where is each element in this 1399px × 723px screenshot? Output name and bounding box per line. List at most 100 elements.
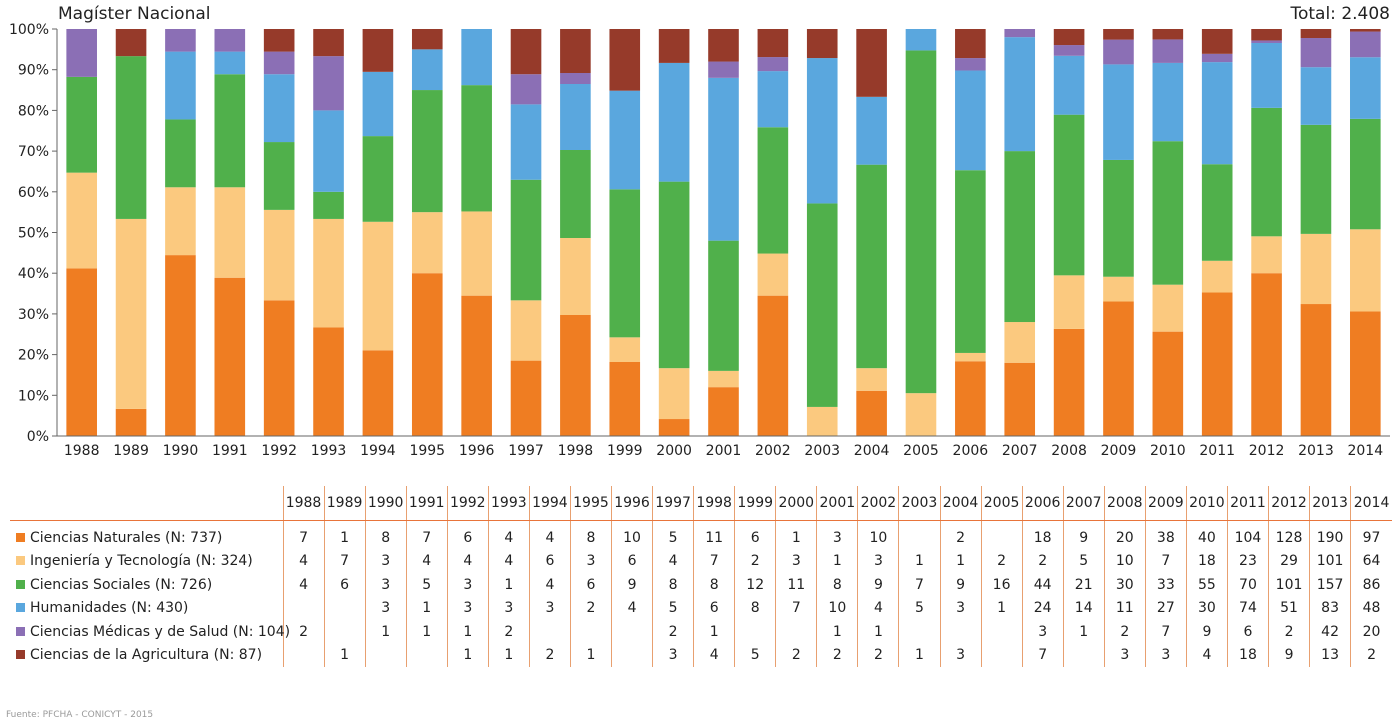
bar-segment: [955, 170, 986, 353]
table-cell: 23: [1226, 549, 1269, 573]
table-cell: 70: [1226, 573, 1269, 597]
table-cell: 4: [652, 549, 694, 573]
total-label: Total: 2.408: [1290, 4, 1390, 24]
table-cell: 1: [487, 573, 530, 597]
table-cell: 5: [898, 596, 940, 620]
table-cell: 5: [652, 596, 694, 620]
table-cell: 5: [734, 643, 776, 667]
table-cell: 1: [693, 620, 735, 644]
bar-segment: [609, 337, 641, 362]
legend-swatch: [16, 603, 25, 613]
table-cell: 1: [364, 620, 407, 644]
table-year-header: 1999: [734, 486, 776, 521]
bar-segment: [313, 110, 344, 192]
table-cell: 2: [980, 549, 1023, 573]
table-cell: 20: [1350, 620, 1392, 644]
table-cell: 4: [487, 549, 530, 573]
bar-segment: [510, 179, 542, 301]
table-cell: [569, 620, 612, 644]
bar-segment: [560, 29, 591, 73]
table-year-header: 2001: [816, 486, 858, 521]
x-tick-label: 2008: [1051, 443, 1087, 459]
bar-segment: [1350, 229, 1381, 312]
table-cell: 2: [1103, 620, 1146, 644]
bar-segment: [1053, 328, 1085, 436]
bar-segment: [115, 29, 147, 57]
y-tick-label: 40%: [18, 266, 49, 282]
bar-segment: [955, 58, 986, 71]
bar-segment: [560, 73, 591, 84]
table-cell: [898, 620, 940, 644]
table-year-header: 1994: [528, 486, 571, 521]
bar-segment: [313, 327, 344, 436]
table-cell: 1: [898, 549, 940, 573]
table-row: Ciencias Médicas y de Salud (N: 104) 2 1 1 1…: [10, 620, 1392, 644]
bar-segment: [411, 212, 443, 274]
bar-segment: [66, 29, 97, 77]
bar-segment: [708, 29, 739, 62]
table-cell: 18: [1226, 643, 1269, 667]
bar-segment: [1350, 118, 1381, 230]
bar-segment: [510, 104, 542, 180]
table-cell: [1062, 643, 1105, 667]
bar-segment: [1103, 39, 1134, 65]
table-cell: 4: [282, 549, 325, 573]
table-cell: 4: [857, 596, 899, 620]
table-cell: 1: [569, 643, 612, 667]
bar-segment: [658, 419, 690, 436]
bar-segment: [1053, 55, 1085, 115]
table-cell: 101: [1309, 549, 1351, 573]
table-cell: 29: [1267, 549, 1310, 573]
bar-segment: [757, 295, 789, 436]
table-year-header: 2008: [1103, 486, 1146, 521]
table-cell: 3: [775, 549, 817, 573]
bar-segment: [757, 127, 789, 254]
x-axis: 1988 1989 1990 1991 1992 1993 1994 1995 1996 1997…: [57, 435, 1390, 459]
y-tick-label: 90%: [18, 63, 49, 79]
table-cell: 2: [1021, 549, 1064, 573]
table-year-header: 2004: [939, 486, 982, 521]
bar-segment: [905, 393, 937, 436]
legend-swatch: [16, 556, 25, 566]
table-cell: 9: [939, 573, 982, 597]
table-cell: 2: [939, 520, 982, 550]
bar-segment: [1350, 311, 1381, 436]
bar-segment: [461, 29, 492, 86]
bar-segment: [263, 300, 295, 436]
bar-segment: [1053, 275, 1085, 329]
table-cell: 7: [1144, 620, 1187, 644]
table-cell: 64: [1350, 549, 1392, 573]
series-label: Humanidades (N: 430): [10, 597, 283, 621]
bar-segment: [1201, 29, 1233, 54]
legend-swatch: [16, 579, 25, 589]
bar-segment: [708, 77, 739, 241]
table-row: Ciencias de la Agricultura (N: 87) 1 1 1 2 1 3…: [10, 643, 1392, 667]
y-tick-label: 0%: [27, 429, 49, 445]
table-cell: 2: [775, 643, 817, 667]
bar-segment: [955, 29, 986, 59]
table-cell: 8: [652, 573, 694, 597]
table-cell: 7: [1144, 549, 1187, 573]
bar-segment: [708, 61, 739, 78]
bar-segment: [658, 29, 690, 63]
table-cell: 2: [734, 549, 776, 573]
table-cell: 8: [816, 573, 858, 597]
series-label: Ciencias Médicas y de Salud (N: 104): [10, 620, 290, 644]
x-tick-label: 1993: [311, 443, 347, 459]
table-cell: 4: [1185, 643, 1228, 667]
bar-segment: [1201, 53, 1233, 63]
table-cell: 1: [405, 620, 448, 644]
table-cell: [323, 596, 366, 620]
x-tick-label: 2012: [1249, 443, 1285, 459]
bar-segment: [708, 240, 739, 371]
bar-segment: [1004, 37, 1036, 152]
bar-segment: [806, 58, 838, 204]
table-year-header: 2000: [775, 486, 817, 521]
bar-segment: [411, 49, 443, 91]
x-tick-label: 1990: [163, 443, 199, 459]
table-cell: 13: [1309, 643, 1351, 667]
bar-segment: [1300, 304, 1332, 436]
table-cell: 42: [1309, 620, 1351, 644]
bar-segment: [806, 203, 838, 407]
bar-segment: [1004, 29, 1036, 38]
